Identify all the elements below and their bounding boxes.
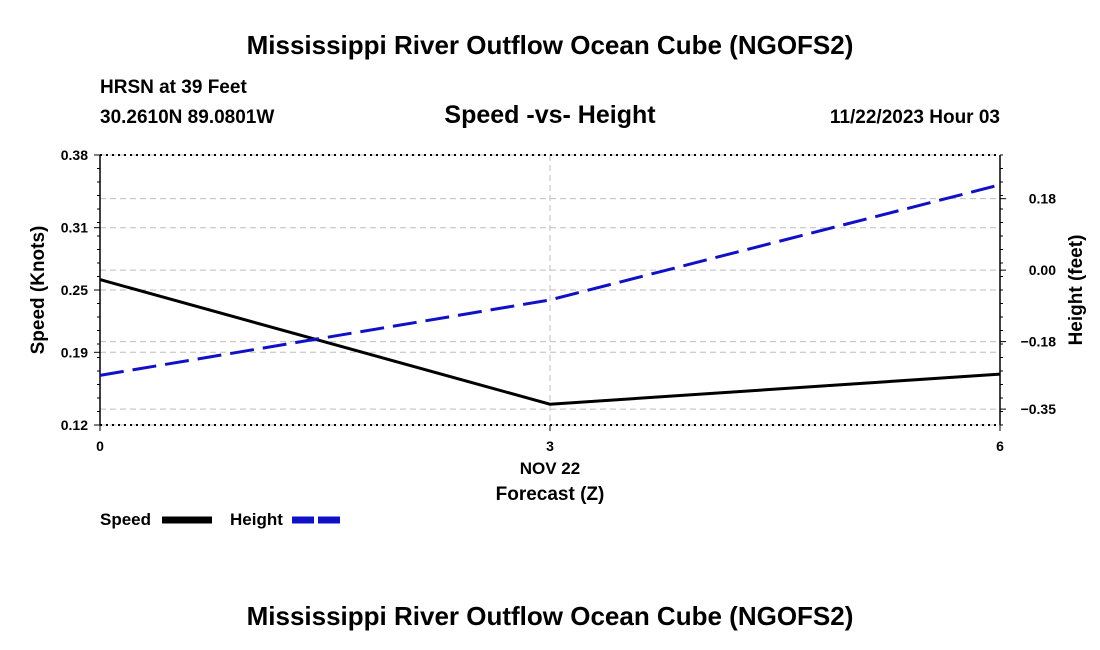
y-tick-label-left-3: 0.19 bbox=[61, 344, 88, 360]
y-tick-label-left-2: 0.25 bbox=[61, 282, 88, 298]
x-tick-label-0: 0 bbox=[96, 438, 104, 454]
y-tick-label-right-3: −0.35 bbox=[1021, 401, 1057, 417]
speed-height-chart: 0.38 0.31 0.25 0.19 0.12 0.18 0.00 −0.18 −0.35 0 3… bbox=[28, 147, 1087, 529]
axes-layer bbox=[94, 154, 1006, 431]
x-tick-label-2: 6 bbox=[996, 438, 1004, 454]
legend-label-height: Height bbox=[230, 510, 283, 529]
y-tick-label-right-2: −0.18 bbox=[1021, 334, 1057, 350]
x-date-label: NOV 22 bbox=[520, 459, 580, 478]
page-title: Mississippi River Outflow Ocean Cube (NG… bbox=[246, 30, 854, 60]
y-axis-label-left: Speed (Knots) bbox=[28, 226, 49, 355]
chart-title: Speed -vs- Height bbox=[444, 101, 656, 129]
forecast-datetime: 11/22/2023 Hour 03 bbox=[829, 107, 1000, 128]
footer-title: Mississippi River Outflow Ocean Cube (NG… bbox=[246, 601, 854, 631]
y-axis-label-right: Height (feet) bbox=[1066, 235, 1087, 346]
y-tick-label-left-1: 0.31 bbox=[61, 220, 88, 236]
x-axis-label: Forecast (Z) bbox=[496, 484, 605, 505]
legend-label-speed: Speed bbox=[100, 510, 151, 529]
series-line-speed bbox=[99, 278, 1001, 406]
x-tick-label-1: 3 bbox=[546, 438, 554, 454]
series-layer bbox=[99, 183, 1001, 406]
labels-layer: 0.38 0.31 0.25 0.19 0.12 0.18 0.00 −0.18 −0.35 0 3… bbox=[28, 147, 1087, 529]
station-coords: 30.2610N 89.0801W bbox=[100, 107, 275, 128]
y-tick-label-left-0: 0.38 bbox=[61, 147, 88, 163]
y-tick-label-right-1: 0.00 bbox=[1029, 262, 1056, 278]
station-name: HRSN at 39 Feet bbox=[100, 77, 247, 98]
series-line-height bbox=[99, 183, 1001, 377]
y-tick-label-left-4: 0.12 bbox=[61, 417, 88, 433]
y-tick-label-right-0: 0.18 bbox=[1029, 191, 1056, 207]
